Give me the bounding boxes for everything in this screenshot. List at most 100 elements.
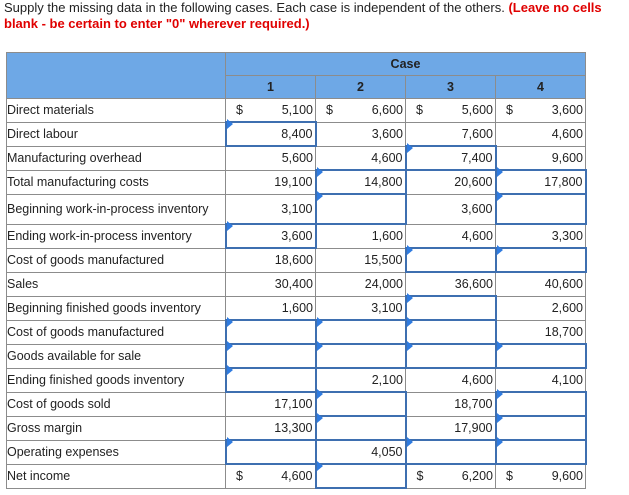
answer-input-case-3[interactable] <box>404 319 497 345</box>
table-row: Goods available for sale <box>6 343 587 369</box>
dollar-sign: $ <box>506 103 513 118</box>
cell-value: 9,600 <box>551 150 583 165</box>
row-label: Cost of goods sold <box>6 391 226 417</box>
answer-input-case-3[interactable] <box>404 439 497 465</box>
row-label-header <box>6 52 226 99</box>
cell-value: 5,600 <box>461 103 493 118</box>
answer-input-case-2[interactable] <box>314 415 407 441</box>
given-value-case-2: 3,600 <box>315 121 406 147</box>
answer-input-case-3[interactable] <box>404 295 497 321</box>
answer-input-case-4[interactable] <box>494 343 587 369</box>
case-1-header: 1 <box>225 75 316 99</box>
given-value-case-3: 17,900 <box>405 415 496 441</box>
cell-value[interactable]: 14,800 <box>364 175 403 189</box>
cell-value: 15,500 <box>364 253 403 267</box>
answer-input-case-1[interactable]: 3,600 <box>224 223 317 249</box>
answer-input-case-4[interactable] <box>494 247 587 273</box>
given-value-case-4: 2,600 <box>495 295 586 321</box>
table-row: Cost of goods manufactured 18,700 <box>6 319 586 345</box>
cell-value: 17,900 <box>454 420 493 435</box>
answer-input-case-3[interactable] <box>404 343 497 369</box>
row-label: Cost of goods manufactured <box>6 247 226 273</box>
cell-value: 5,100 <box>281 103 313 117</box>
answer-input-case-4[interactable] <box>494 193 587 225</box>
answer-input-case-3[interactable]: 7,400 <box>404 145 497 171</box>
cell-value: 4,600 <box>371 150 403 165</box>
answer-input-case-2[interactable] <box>314 319 407 345</box>
cell-value: 9,600 <box>551 469 583 484</box>
given-value-case-4: 4,100 <box>495 367 586 393</box>
cell-value: 17,100 <box>274 397 313 412</box>
answer-input-case-4[interactable] <box>494 415 587 441</box>
answer-input-case-2[interactable] <box>314 391 407 417</box>
cell-value: 5,600 <box>281 151 313 166</box>
given-value-case-3: 36,600 <box>405 271 496 297</box>
cell-value[interactable]: 8,400 <box>281 127 313 141</box>
cell-value: 3,100 <box>371 300 403 315</box>
given-value-case-1: 19,100 <box>225 169 316 195</box>
answer-input-case-2[interactable] <box>314 343 407 369</box>
given-value-case-3: 4,600 <box>405 367 496 393</box>
row-label: Beginning work-in-process inventory <box>6 193 226 225</box>
row-label: Gross margin <box>6 415 226 441</box>
cell-value: 7,600 <box>461 126 493 141</box>
cell-value: 2,600 <box>551 301 583 315</box>
cell-value: 20,600 <box>454 175 493 190</box>
table-row: Operating expenses 4,050 <box>6 439 587 465</box>
cell-value: 4,600 <box>551 127 583 141</box>
answer-input-case-4[interactable] <box>494 391 587 417</box>
answer-input-case-3[interactable] <box>404 247 497 273</box>
answer-input-case-1[interactable] <box>224 319 317 345</box>
cell-value: 3,600 <box>551 103 583 118</box>
cell-value: 40,600 <box>544 277 583 292</box>
given-value-case-3: 4,600 <box>405 223 496 249</box>
case-group-header: Case <box>225 52 586 76</box>
dollar-sign: $ <box>236 103 243 117</box>
cell-value: 24,000 <box>364 277 403 291</box>
answer-input-case-1[interactable] <box>224 439 317 465</box>
given-value-case-4: $3,600 <box>495 98 586 123</box>
given-value-case-3: 3,600 <box>405 193 496 225</box>
table-row: Beginning work-in-process inventory 3,100… <box>6 193 587 225</box>
row-label: Ending work-in-process inventory <box>6 223 226 249</box>
row-label: Direct labour <box>6 121 226 147</box>
row-label: Beginning finished goods inventory <box>6 295 226 321</box>
row-label: Total manufacturing costs <box>6 169 226 195</box>
cell-value: 4,600 <box>281 469 313 484</box>
given-value-case-4: 9,600 <box>495 145 586 171</box>
row-label: Operating expenses <box>6 439 226 465</box>
row-label: Cost of goods manufactured <box>6 319 226 345</box>
given-value-case-2: $6,600 <box>315 98 406 123</box>
given-value-case-2: 24,000 <box>315 271 406 297</box>
answer-input-case-2[interactable] <box>314 193 407 225</box>
answer-input-case-2[interactable] <box>314 463 407 489</box>
cell-value: 4,600 <box>461 373 493 388</box>
given-value-case-1: 17,100 <box>225 391 316 417</box>
row-label: Direct materials <box>6 98 226 123</box>
cell-value: 18,600 <box>274 253 313 268</box>
given-value-case-1: $5,100 <box>225 98 316 123</box>
table-row: Direct materials $5,100 $6,600 $5,600 $3,600 <box>6 98 586 123</box>
answer-input-case-1[interactable] <box>224 367 317 393</box>
given-value-case-2: 1,600 <box>315 223 406 249</box>
answer-input-case-1[interactable] <box>224 343 317 369</box>
case-4-header: 4 <box>495 75 586 99</box>
answer-input-case-4[interactable] <box>494 439 587 465</box>
given-value-case-1: 30,400 <box>225 271 316 297</box>
answer-input-case-1[interactable]: 8,400 <box>224 121 317 147</box>
cell-value[interactable]: 7,400 <box>461 151 493 165</box>
row-label: Manufacturing overhead <box>6 145 226 171</box>
dollar-sign: $ <box>416 103 423 118</box>
given-value-case-4: 3,300 <box>495 223 586 249</box>
given-value-case-3: 18,700 <box>405 391 496 417</box>
cell-value[interactable]: 3,600 <box>281 229 313 243</box>
given-value-case-1: 13,300 <box>225 415 316 441</box>
answer-input-case-2[interactable]: 14,800 <box>314 169 407 195</box>
dollar-sign: $ <box>236 469 243 484</box>
given-value-case-2: 4,050 <box>315 439 406 465</box>
cell-value: 3,100 <box>281 201 313 216</box>
given-value-case-4: $9,600 <box>495 463 586 489</box>
cell-value[interactable]: 17,800 <box>544 175 583 189</box>
answer-input-case-4[interactable]: 17,800 <box>494 169 587 195</box>
